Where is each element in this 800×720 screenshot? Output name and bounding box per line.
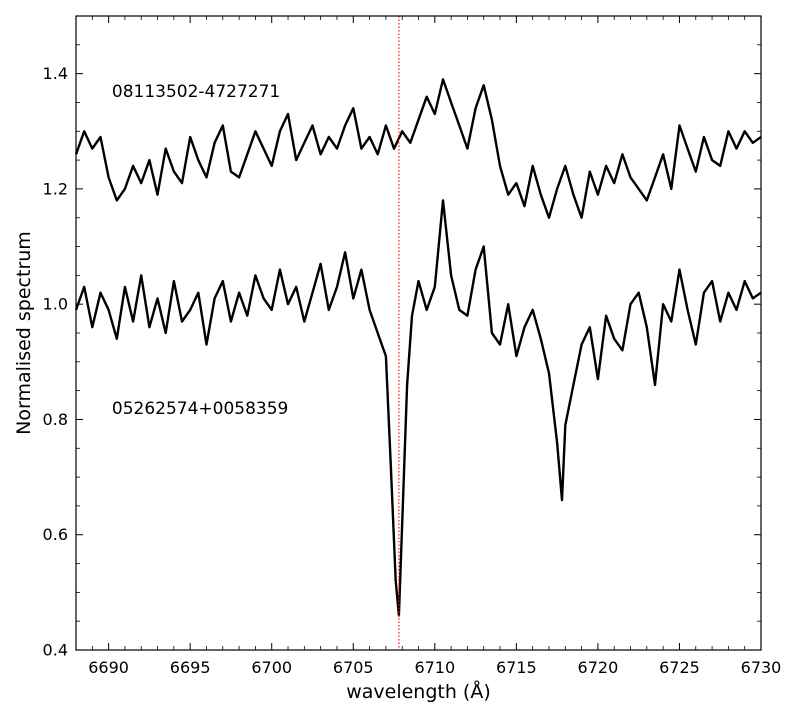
y-tick-label: 1.2 — [43, 179, 68, 198]
y-tick-label: 1.4 — [43, 64, 68, 83]
x-tick-label: 6710 — [414, 658, 455, 677]
x-tick-label: 6705 — [333, 658, 374, 677]
series-layer — [74, 78, 762, 617]
x-tick-label: 6715 — [496, 658, 537, 677]
ticks-layer: 6690 6695 6700 6705 6710 6715 6720 6725 6730 0.4 0… — [43, 15, 782, 677]
x-tick-label: 6725 — [659, 658, 700, 677]
y-tick-label: 1.0 — [43, 295, 68, 314]
x-tick-label: 6730 — [741, 658, 782, 677]
star-id-annotation-2: 05262574+0058359 — [112, 399, 288, 419]
y-tick-label: 0.6 — [43, 525, 68, 544]
x-tick-label: 6690 — [88, 658, 129, 677]
x-tick-label: 6700 — [251, 658, 292, 677]
y-tick-label: 0.4 — [43, 641, 68, 660]
annotation-layer: 08113502-4727271 05262574+0058359 — [112, 82, 288, 419]
star-id-annotation-1: 08113502-4727271 — [112, 82, 280, 102]
y-axis-label: Normalised spectrum — [13, 231, 35, 435]
y-tick-label: 0.8 — [43, 410, 68, 429]
spectrum-line-1 — [74, 78, 762, 219]
x-tick-label: 6695 — [170, 658, 211, 677]
x-tick-label: 6720 — [578, 658, 619, 677]
x-axis-label: wavelength (Å) — [346, 680, 491, 703]
spectrum-line-2 — [74, 199, 762, 617]
